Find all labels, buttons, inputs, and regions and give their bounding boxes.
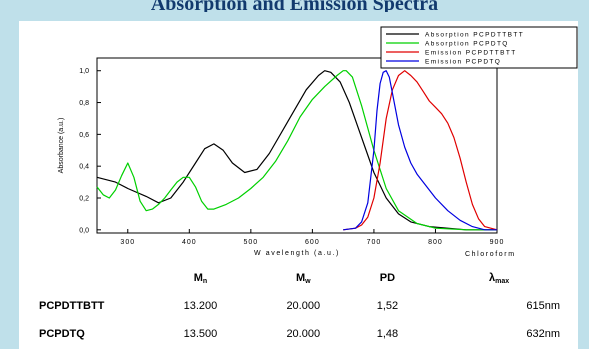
y-tick-label: 0,4 [79,164,89,171]
x-tick-label: 300 [120,239,135,246]
x-tick-label: 500 [244,239,259,246]
legend-entry: Absorption PCPDTQ [425,41,509,48]
legend-entry: Emission PCPDTQ [425,59,501,66]
y-axis-label: Absorbance (a.u.) [58,118,65,174]
table-row: PCPDTQ 13.500 20.000 1,48 632nm [19,320,578,348]
table-row: PCPDTTBTT 13.200 20.000 1,52 615nm [19,292,578,320]
content-panel [19,21,578,349]
table-cell-lambda-max: 632nm [526,328,560,340]
series-line-1 [96,70,497,231]
y-tick-label: 0,6 [79,132,89,139]
table-cell-mw: 20.000 [286,328,321,340]
table-cell-polymer: PCPDTQ [39,328,85,340]
table-cell-mw: 20.000 [286,300,321,312]
x-tick-label: 900 [490,239,505,246]
legend-entry: Emission PCPDTTBTT [425,50,517,57]
x-tick-label: 800 [428,239,443,246]
x-axis-label: W avelength (a.u.) [254,250,340,257]
series-line-0 [96,70,497,231]
table-header-row: Mn Mw PD λmax [19,264,578,292]
chart-annotation-solvent: Chloroform [465,251,516,258]
table-header-pd: PD [379,272,396,284]
table-header-mn: Mn [193,271,208,285]
plot-frame [96,57,498,234]
table-cell-lambda-max: 615nm [526,300,560,312]
table-cell-pd: 1,48 [376,328,399,340]
table-cell-polymer: PCPDTTBTT [39,300,105,312]
series-line-2 [343,70,498,231]
series-line-3 [343,70,497,231]
y-tick-label: 0,2 [79,196,89,203]
polymer-properties-table: Mn Mw PD λmax PCPDTTBTT 13.200 20.000 1,… [19,264,578,348]
table-cell-mn: 13.500 [183,328,218,340]
y-tick-label: 0,0 [79,227,89,234]
x-tick-label: 400 [182,239,197,246]
table-header-blank [19,264,149,292]
slide-title: Absorption and Emission Spectra [150,0,439,12]
x-tick-label: 700 [367,239,382,246]
table-header-lambda-max: λmax [489,271,510,285]
legend-entry: Absorption PCPDTTBTT [425,32,524,39]
table-cell-mn: 13.200 [183,300,218,312]
table-header-mw: Mw [295,271,311,285]
y-tick-label: 0,8 [79,100,89,107]
table-cell-pd: 1,52 [376,300,399,312]
x-tick-label: 600 [305,239,320,246]
y-tick-label: 1,0 [79,68,89,75]
